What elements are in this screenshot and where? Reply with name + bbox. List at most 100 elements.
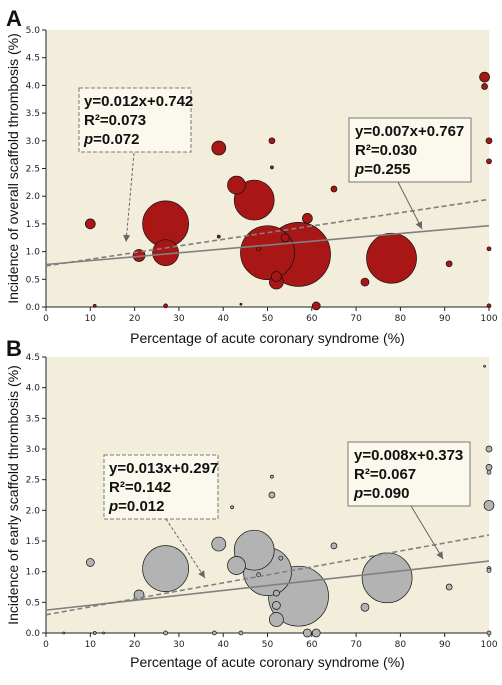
data-bubble <box>102 631 105 635</box>
data-bubble <box>271 271 282 282</box>
data-bubble <box>486 630 492 636</box>
annotation-arrow <box>165 518 206 579</box>
data-bubble <box>486 568 492 573</box>
annotation-frame <box>347 441 471 507</box>
x-tick-label: 70 <box>350 640 362 650</box>
data-bubble <box>211 140 227 156</box>
data-bubble <box>233 529 275 571</box>
y-tick-label: 5.0 <box>26 26 41 36</box>
annotation-frame <box>78 87 192 153</box>
x-tick-label: 100 <box>480 640 497 650</box>
data-bubble <box>485 445 493 453</box>
data-bubble <box>486 303 492 309</box>
regression-equation: y=0.012x+0.742 <box>84 93 193 110</box>
y-tick-label: 0.0 <box>26 303 41 313</box>
data-bubble <box>269 612 284 627</box>
x-axis-label: Percentage of acute coronary syndrome (%… <box>130 654 405 670</box>
x-tick-label: 40 <box>217 640 229 650</box>
panel-label: B <box>6 336 22 361</box>
data-bubble <box>366 232 417 284</box>
data-bubble <box>445 583 453 591</box>
data-bubble <box>483 364 486 368</box>
data-bubble <box>360 277 370 287</box>
annotation-box-dashed: y=0.013x+0.297 R²=0.142 p=0.012 <box>103 454 219 579</box>
data-bubble <box>85 558 95 567</box>
data-bubble <box>268 137 276 145</box>
x-tick-label: 0 <box>43 640 49 650</box>
data-bubble <box>227 556 246 575</box>
data-bubble <box>142 545 189 592</box>
y-tick-label: 3.5 <box>26 109 40 119</box>
x-tick-label: 60 <box>306 640 318 650</box>
data-bubble <box>216 234 221 239</box>
y-tick-label: 4.5 <box>26 353 40 363</box>
r-squared-value: R²=0.030 <box>355 142 417 159</box>
data-bubble <box>272 601 281 610</box>
x-tick-label: 40 <box>217 314 229 324</box>
annotation-frame <box>103 454 219 520</box>
data-bubble <box>92 304 97 308</box>
y-tick-label: 3.5 <box>26 414 40 424</box>
regression-line-solid <box>45 560 490 611</box>
x-tick-label: 10 <box>85 640 97 650</box>
data-bubble <box>485 464 493 471</box>
regression-line-solid <box>45 224 490 266</box>
annotation-arrowhead <box>415 221 422 229</box>
data-bubble <box>92 631 97 635</box>
data-bubble <box>330 542 338 550</box>
annotation-arrowhead <box>123 234 131 242</box>
data-bubble <box>311 301 321 311</box>
x-tick-label: 30 <box>173 640 185 650</box>
panel-b: B 0.0 0.5 1.0 1.5 2.0 2.5 3.0 3.5 4.0 4.5 0 10 20 30 40… <box>5 336 498 670</box>
data-bubble <box>240 225 295 281</box>
data-bubble <box>211 536 227 552</box>
annotation-arrowhead <box>436 551 443 559</box>
x-tick-label: 50 <box>262 314 274 324</box>
y-tick-label: 1.0 <box>26 568 41 578</box>
y-tick-label: 2.0 <box>26 506 41 516</box>
data-bubble <box>163 630 168 636</box>
data-bubble <box>62 631 66 635</box>
data-bubble <box>268 491 276 499</box>
x-tick-label: 20 <box>129 640 141 650</box>
data-bubble <box>303 628 312 638</box>
y-axis-label: Incidence of overall scaffold thrombosis… <box>5 33 21 304</box>
data-bubble <box>311 628 321 638</box>
r-squared-value: R²=0.142 <box>109 479 171 496</box>
annotation-arrowhead <box>198 570 205 578</box>
p-value: p=0.072 <box>83 131 139 148</box>
p-value: p=0.090 <box>353 485 409 502</box>
y-tick-label: 1.5 <box>26 220 40 230</box>
annotation-box-solid: y=0.008x+0.373 R²=0.067 p=0.090 <box>347 441 471 560</box>
panel-label: A <box>6 6 22 31</box>
data-bubble <box>270 165 274 170</box>
data-bubble <box>211 630 217 636</box>
data-bubble <box>360 602 370 612</box>
data-bubble <box>486 469 492 475</box>
data-bubble <box>486 158 492 165</box>
y-tick-label: 4.0 <box>26 81 41 91</box>
y-tick-label: 3.0 <box>26 445 41 455</box>
y-tick-label: 2.0 <box>26 192 41 202</box>
y-tick-label: 2.5 <box>26 476 40 486</box>
data-bubble <box>163 303 168 309</box>
data-bubble <box>278 555 284 561</box>
data-bubble <box>273 589 280 597</box>
r-squared-value: R²=0.073 <box>84 112 146 129</box>
data-bubble <box>485 137 493 145</box>
x-tick-label: 50 <box>262 640 274 650</box>
y-tick-label: 2.5 <box>26 165 40 175</box>
data-bubble <box>84 218 96 230</box>
p-value: p=0.012 <box>108 498 164 515</box>
data-bubble <box>302 213 313 224</box>
x-axis-label: Percentage of acute coronary syndrome (%… <box>130 330 405 346</box>
y-tick-label: 1.5 <box>26 537 40 547</box>
data-bubble <box>230 505 234 510</box>
r-squared-value: R²=0.067 <box>354 466 416 483</box>
data-bubble <box>481 83 488 90</box>
p-value: p=0.255 <box>354 161 410 178</box>
x-tick-label: 0 <box>43 314 49 324</box>
regression-equation: y=0.008x+0.373 <box>354 447 463 464</box>
data-bubble <box>479 71 490 83</box>
